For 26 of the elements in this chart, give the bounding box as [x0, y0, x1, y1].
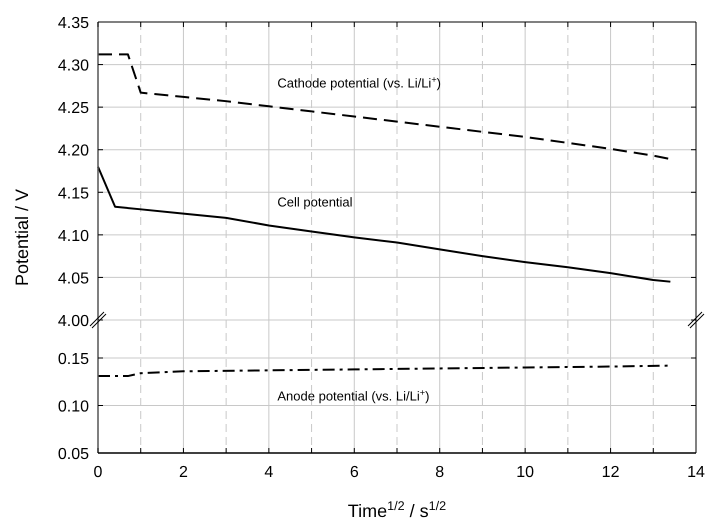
x-tick-label: 12: [602, 464, 620, 481]
y-tick-label: 4.35: [58, 15, 90, 32]
x-tick-label: 2: [178, 464, 188, 481]
x-tick-label: 8: [435, 464, 444, 481]
line-series: [97, 166, 672, 283]
y-tick-label: 4.05: [58, 270, 90, 288]
x-tick-label: 4: [264, 464, 274, 481]
y-axis-title: Potential / V: [12, 188, 32, 286]
series-label: Cathode potential (vs. Li/Li$^{+}$): [277, 74, 441, 90]
y-tick-label: 4.20: [58, 142, 90, 160]
y-tick-label: 0.15: [58, 351, 90, 368]
x-tick-label: 0: [94, 464, 103, 481]
y-tick-label: 4.30: [58, 58, 90, 75]
y-tick-label: 4.10: [58, 228, 90, 245]
y-tick-label: 0.05: [58, 446, 90, 463]
y-tick-label: 4.15: [58, 185, 90, 202]
x-tick-label: 14: [687, 464, 705, 481]
series-label: Cell potential: [277, 194, 353, 210]
y-tick-label: 4.00: [58, 313, 90, 330]
y-tick-label: 4.25: [58, 100, 90, 118]
line-series: [97, 53, 672, 160]
x-axis-title: Time$^{1/2}$ / s$^{1/2}$: [348, 499, 446, 521]
x-tick-label: 6: [350, 464, 359, 481]
series-label: Anode potential (vs. Li/Li$^{+}$): [277, 387, 430, 404]
y-tick-label: 0.10: [58, 398, 90, 416]
x-tick-label: 10: [516, 464, 534, 481]
